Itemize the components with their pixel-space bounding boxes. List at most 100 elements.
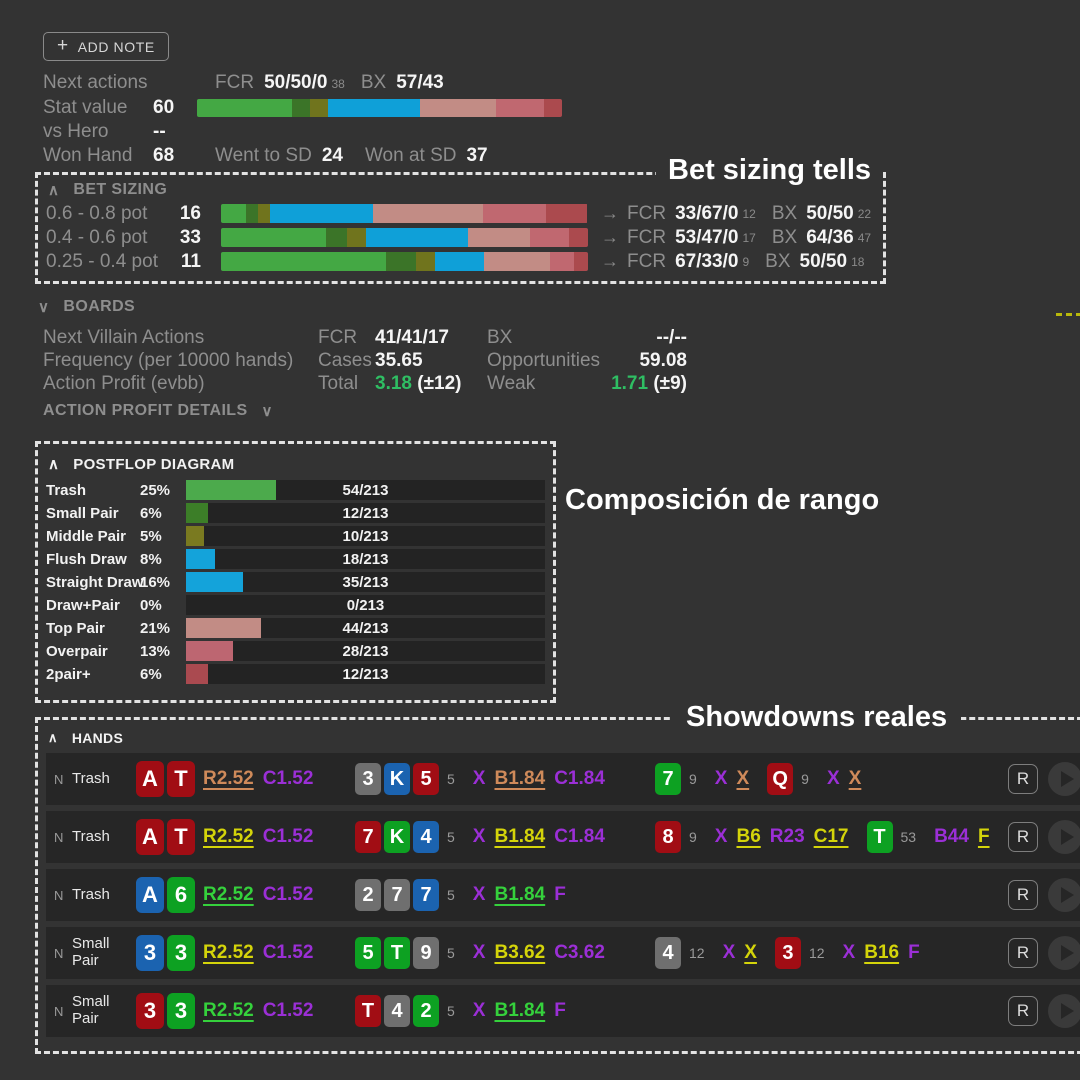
action-token: F [908, 942, 920, 963]
board-cards: 8 [655, 821, 681, 853]
action-token: C1.52 [262, 826, 314, 847]
hand-class-bar-track: 12/213 [186, 664, 545, 684]
hand-class-bar [186, 480, 276, 500]
bet-size-bar [221, 228, 588, 247]
stat-value-row: Stat value 60 [43, 97, 562, 119]
street-group: R2.52 C1.52 [203, 826, 337, 848]
replay-button[interactable]: R [1008, 938, 1038, 968]
street-group: 4 12 X X [655, 937, 757, 969]
play-icon [1060, 945, 1074, 961]
bx-label: BX [765, 250, 791, 272]
hand-class-bar-track: 44/213 [186, 618, 545, 638]
add-note-button[interactable]: + ADD NOTE [43, 32, 169, 61]
hand-class-count: 18/213 [342, 550, 389, 568]
play-button[interactable] [1048, 936, 1080, 970]
action-token: X [736, 768, 750, 789]
showdowns-annotation: Showdowns reales [672, 699, 962, 735]
hands-header[interactable]: ∧ HANDS [48, 730, 123, 746]
street-group: 3 12 X B16 F [774, 937, 920, 969]
action-token: C1.84 [554, 768, 605, 789]
action-profit-details[interactable]: ACTION PROFIT DETAILS ∨ [43, 402, 273, 420]
action-token: C1.52 [262, 1000, 314, 1021]
playing-card: 4 [413, 821, 439, 853]
collapse-chevron-icon: ∧ [48, 730, 58, 745]
playing-card: A [136, 877, 164, 913]
bar-segment [467, 228, 531, 247]
hand-class-label: Overpair [46, 642, 108, 660]
hand-class-label: Draw+Pair [46, 596, 120, 614]
hand-class-percent: 0% [140, 596, 162, 614]
hand-class-percent: 13% [140, 642, 171, 660]
board-cards: 7 [655, 763, 681, 795]
postflop-row: Straight Draw 16% 35/213 [46, 572, 545, 592]
bar-segment [496, 99, 544, 117]
fcr-label: FCR [627, 202, 667, 224]
postflop-row: Middle Pair 5% 10/213 [46, 526, 545, 546]
street-group: R2.52 C1.52 [203, 1000, 337, 1022]
playing-card: 2 [413, 995, 439, 1027]
boards-header[interactable]: ∨ BOARDS [38, 298, 135, 316]
street-actions: X B1.84 F [473, 1000, 566, 1022]
play-button[interactable] [1048, 878, 1080, 912]
note-indicator: N [54, 829, 64, 845]
action-token: C1.52 [262, 884, 314, 905]
bar-segment [365, 228, 468, 247]
playing-card: 5 [355, 937, 381, 969]
bx-label: BX [771, 202, 798, 224]
stat-value-bar [197, 99, 562, 117]
pot-size: 12 [808, 945, 825, 961]
play-button[interactable] [1048, 994, 1080, 1028]
next-actions-row: Next actions FCR 50/50/0 38 BX 57/43 [43, 72, 444, 94]
bar-segment [530, 228, 569, 247]
playing-card: 7 [355, 821, 381, 853]
pot-size: 5 [447, 887, 455, 903]
note-indicator: N [54, 771, 64, 787]
postflop-header[interactable]: ∧ POSTFLOP DIAGRAM [48, 455, 234, 474]
replay-button[interactable]: R [1008, 880, 1038, 910]
pot-size: 5 [447, 945, 455, 961]
action-token: X [472, 826, 486, 847]
fcr-value: 33/67/0 [675, 202, 739, 224]
play-button[interactable] [1048, 762, 1080, 796]
bar-segment [484, 252, 551, 271]
hand-class-bar [186, 618, 262, 638]
hand-row: N Small Pair 3 3 R2.52 C1.52 5 T 9 5 X B3.62 C3.62 4 1… [46, 927, 1080, 979]
action-token: B1.84 [494, 1000, 546, 1021]
action-token: X [714, 826, 728, 847]
hand-row: N Trash A T R2.52 C1.52 7 K 4 5 X B1.84 C1.84 8 9 X B6 R2… [46, 811, 1080, 863]
arrow-right-icon: → [601, 203, 619, 223]
play-icon [1060, 887, 1074, 903]
replay-button[interactable]: R [1008, 822, 1038, 852]
fcr-value: 50/50/0 [264, 72, 328, 93]
bx-value: 50/50 [799, 250, 848, 272]
vs-hero-row: vs Hero -- [43, 121, 166, 143]
pot-size: 5 [447, 1003, 455, 1019]
action-token: R2.52 [203, 768, 254, 789]
hand-class-bar-track: 10/213 [186, 526, 545, 546]
playing-card: Q [767, 763, 794, 795]
fcr-sample: 17 [742, 230, 756, 245]
street-group: 5 T 9 5 X B3.62 C3.62 [355, 937, 637, 969]
bet-sizing-header[interactable]: ∧ BET SIZING [48, 181, 167, 199]
vs-hero-label: vs Hero [43, 121, 109, 142]
postflop-row: Flush Draw 8% 18/213 [46, 549, 545, 569]
postflop-annotation-box: ∧ POSTFLOP DIAGRAM Trash 25% 54/213 Small P… [35, 441, 556, 703]
postflop-row: Top Pair 21% 44/213 [46, 618, 545, 638]
hand-class-percent: 16% [140, 573, 171, 591]
pot-size: 12 [689, 945, 705, 961]
action-token: X [714, 768, 728, 789]
street-actions: X B6 R23 C17 [715, 826, 849, 848]
play-button[interactable] [1048, 820, 1080, 854]
street-group: T 4 2 5 X B1.84 F [355, 995, 637, 1027]
hands-rows: N Trash A T R2.52 C1.52 3 K 5 5 X B1.84 C1.84 7 9 X X Q 9 X… [46, 753, 1080, 1037]
arrow-right-icon: → [601, 251, 619, 271]
playing-card: A [136, 761, 164, 797]
replay-button[interactable]: R [1008, 764, 1038, 794]
replay-button[interactable]: R [1008, 996, 1038, 1026]
street-group: 7 K 4 5 X B1.84 C1.84 [355, 821, 637, 853]
playing-card: 3 [355, 763, 381, 795]
